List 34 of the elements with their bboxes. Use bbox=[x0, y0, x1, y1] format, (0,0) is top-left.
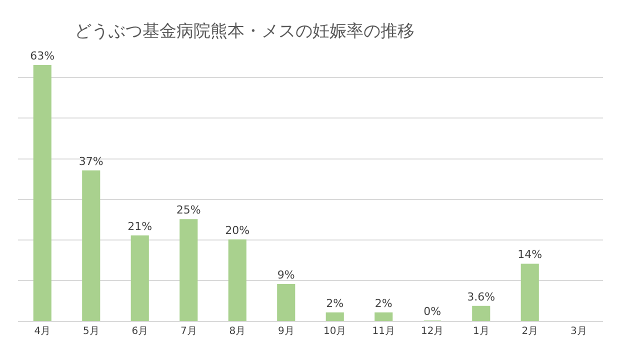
x-tick-label: 3月 bbox=[570, 326, 587, 337]
data-label: 25% bbox=[176, 204, 201, 217]
bar bbox=[472, 306, 490, 321]
data-label: 20% bbox=[225, 224, 250, 237]
data-label: 21% bbox=[128, 220, 152, 233]
bar bbox=[277, 284, 296, 321]
bar bbox=[326, 312, 344, 321]
x-tick-label: 6月 bbox=[132, 326, 148, 337]
x-tick-label: 12月 bbox=[421, 326, 444, 337]
data-label: 3.6% bbox=[467, 290, 496, 304]
x-tick-label: 10月 bbox=[324, 326, 346, 337]
bar bbox=[33, 64, 52, 321]
data-label: 0% bbox=[424, 305, 442, 318]
data-label: 2% bbox=[374, 296, 392, 310]
data-label: 37% bbox=[78, 154, 104, 168]
x-tick-label: 11月 bbox=[372, 326, 395, 337]
x-tick-label: 2月 bbox=[522, 326, 538, 337]
x-tick-label: 5月 bbox=[82, 326, 100, 337]
x-tick-label: 9月 bbox=[278, 326, 294, 337]
x-tick-label: 1月 bbox=[472, 326, 490, 337]
chart-title: どうぶつ基金病院熊本・メスの妊娠率の推移 bbox=[74, 22, 415, 42]
data-label: 14% bbox=[518, 248, 542, 262]
x-tick-label: 7月 bbox=[180, 326, 197, 337]
bar bbox=[374, 312, 393, 321]
bar bbox=[520, 264, 539, 321]
bar bbox=[228, 239, 246, 321]
bar bbox=[82, 170, 100, 321]
x-tick-label: 8月 bbox=[229, 326, 246, 337]
bar bbox=[130, 235, 149, 321]
bar bbox=[180, 219, 198, 321]
data-label: 9% bbox=[277, 268, 295, 282]
data-label: 63% bbox=[30, 49, 55, 62]
data-label: 2% bbox=[326, 296, 344, 310]
x-tick-label: 4月 bbox=[34, 326, 51, 337]
